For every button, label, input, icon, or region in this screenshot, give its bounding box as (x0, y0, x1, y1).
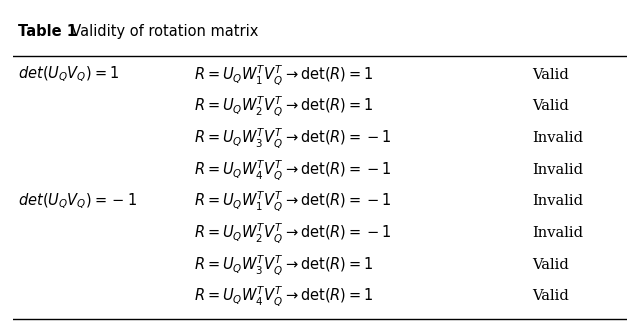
Text: $R = U_Q W_2^T V_Q^T \rightarrow \mathrm{det}(R) = -1$: $R = U_Q W_2^T V_Q^T \rightarrow \mathrm… (194, 221, 392, 245)
Text: $R = U_Q W_4^T V_Q^T \rightarrow \mathrm{det}(R) = -1$: $R = U_Q W_4^T V_Q^T \rightarrow \mathrm… (194, 158, 392, 181)
Text: Invalid: Invalid (532, 131, 583, 145)
Text: $R = U_Q W_1^T V_Q^T \rightarrow \mathrm{det}(R) = 1$: $R = U_Q W_1^T V_Q^T \rightarrow \mathrm… (194, 63, 374, 87)
Text: Invalid: Invalid (532, 226, 583, 240)
Text: $R = U_Q W_3^T V_Q^T \rightarrow \mathrm{det}(R) = 1$: $R = U_Q W_3^T V_Q^T \rightarrow \mathrm… (194, 253, 374, 276)
Text: Invalid: Invalid (532, 163, 583, 177)
Text: Validity of rotation matrix: Validity of rotation matrix (62, 24, 259, 39)
Text: $\mathit{det}\left(U_Q V_Q\right) = -1$: $\mathit{det}\left(U_Q V_Q\right) = -1$ (18, 192, 137, 211)
Text: $\mathit{det}\left(U_Q V_Q\right) = 1$: $\mathit{det}\left(U_Q V_Q\right) = 1$ (18, 65, 118, 85)
Text: $R = U_Q W_4^T V_Q^T \rightarrow \mathrm{det}(R) = 1$: $R = U_Q W_4^T V_Q^T \rightarrow \mathrm… (194, 284, 374, 308)
Text: Valid: Valid (532, 258, 569, 272)
Text: $R = U_Q W_3^T V_Q^T \rightarrow \mathrm{det}(R) = -1$: $R = U_Q W_3^T V_Q^T \rightarrow \mathrm… (194, 126, 392, 150)
Text: Table 1: Table 1 (18, 24, 77, 39)
Text: Invalid: Invalid (532, 194, 583, 208)
Text: $R = U_Q W_1^T V_Q^T \rightarrow \mathrm{det}(R) = -1$: $R = U_Q W_1^T V_Q^T \rightarrow \mathrm… (194, 189, 392, 213)
Text: Valid: Valid (532, 100, 569, 114)
Text: Valid: Valid (532, 68, 569, 82)
Text: $R = U_Q W_2^T V_Q^T \rightarrow \mathrm{det}(R) = 1$: $R = U_Q W_2^T V_Q^T \rightarrow \mathrm… (194, 95, 374, 118)
Text: Valid: Valid (532, 289, 569, 303)
